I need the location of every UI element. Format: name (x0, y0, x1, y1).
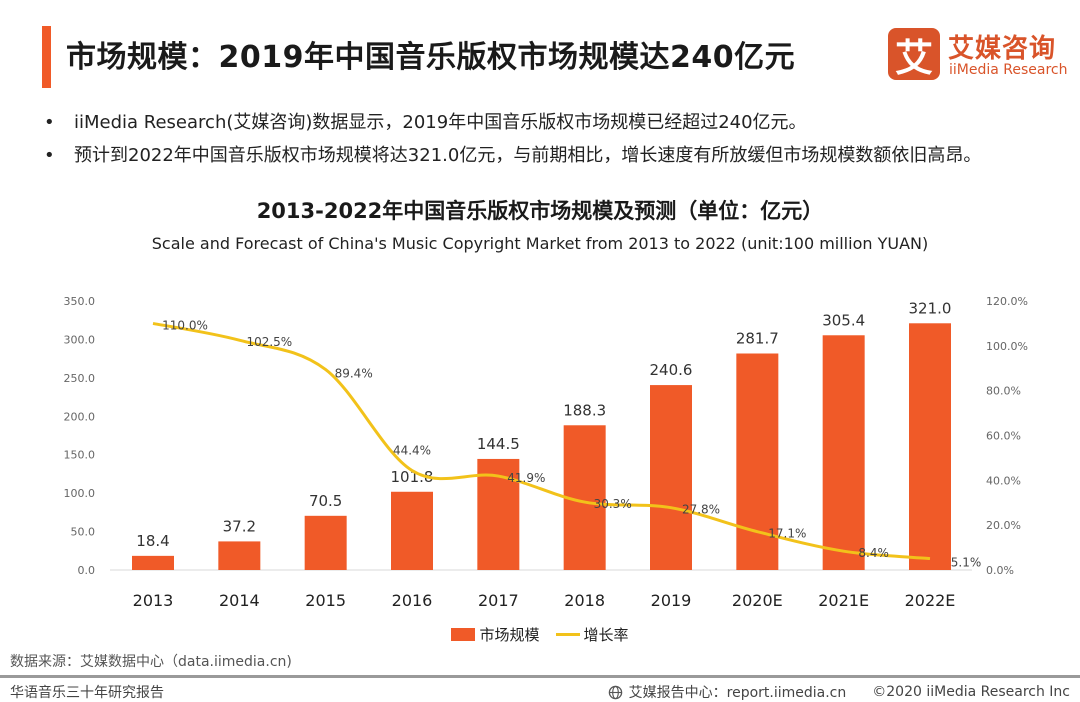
y-left-tick-label: 200.0 (64, 410, 96, 423)
bar-market-size (822, 335, 865, 570)
x-tick-label: 2014 (219, 591, 260, 610)
bar-market-size (650, 385, 692, 570)
market-size-chart: 0.0 50.0 100.0 150.0 200.0 250.0 300.0 350.0 0.0… (64, 295, 1028, 610)
legend-item-growth-rate: 增长率 (555, 624, 629, 645)
bar-market-size (132, 555, 174, 570)
legend-bar-swatch (451, 628, 476, 641)
y-left-tick-label: 250.0 (64, 372, 96, 385)
logo-icon: 艾 (888, 28, 940, 80)
x-tick-label: 2019 (651, 591, 692, 610)
x-tick-label: 2018 (564, 591, 605, 610)
chart-legend: 市场规模 增长率 (0, 624, 1080, 645)
y-left-tick-label: 150.0 (64, 449, 96, 462)
line-data-label: 5.1% (951, 556, 982, 570)
bar-data-label: 70.5 (309, 492, 342, 510)
x-tick-label: 2017 (478, 591, 519, 610)
logo-name-cn: 艾媒咨询 (948, 34, 1057, 64)
bar-data-label: 37.2 (223, 517, 256, 535)
data-source: 数据来源：艾媒数据中心（data.iimedia.cn) (10, 654, 292, 670)
y-right-tick-label: 60.0% (986, 430, 1021, 443)
y-right-tick-label: 120.0% (986, 295, 1028, 308)
bar-market-size (304, 515, 347, 570)
footer-report-center: 艾媒报告中心：report.iimedia.cn (628, 685, 847, 701)
bullet-item: iiMedia Research(艾媒咨询)数据显示，2019年中国音乐版权市场… (44, 106, 1064, 139)
summary-bullets: iiMedia Research(艾媒咨询)数据显示，2019年中国音乐版权市场… (44, 106, 1064, 172)
y-left-tick-label: 50.0 (71, 526, 96, 539)
line-data-label: 102.5% (246, 335, 292, 349)
y-left-tick-label: 0.0 (78, 564, 96, 577)
y-right-tick-label: 0.0% (986, 564, 1014, 577)
line-data-label: 8.4% (858, 546, 889, 560)
x-tick-label: 2015 (305, 591, 346, 610)
footer-divider (0, 675, 1080, 678)
x-tick-label: 2021E (818, 591, 869, 610)
x-tick-label: 2020E (732, 591, 783, 610)
bar-data-label: 101.8 (391, 468, 434, 486)
bar-data-label: 18.4 (136, 532, 169, 550)
line-data-label: 110.0% (162, 318, 208, 332)
footer-report-name: 华语音乐三十年研究报告 (10, 685, 164, 701)
bar-data-label: 305.4 (822, 311, 865, 329)
y-left-tick-label: 100.0 (64, 487, 96, 500)
x-tick-label: 2022E (905, 591, 956, 610)
footer-copyright: ©2020 iiMedia Research Inc (872, 684, 1070, 700)
title-accent-bar (42, 26, 51, 88)
line-data-label: 89.4% (335, 367, 373, 381)
bar-data-label: 240.6 (650, 361, 693, 379)
globe-icon (608, 685, 622, 699)
y-right-tick-label: 100.0% (986, 340, 1028, 353)
bar-data-label: 188.3 (563, 401, 606, 419)
page-title: 市场规模：2019年中国音乐版权市场规模达240亿元 (66, 40, 796, 75)
legend-line-swatch (555, 633, 580, 636)
bar-data-label: 144.5 (477, 435, 520, 453)
y-right-tick-label: 20.0% (986, 519, 1021, 532)
y-right-tick-label: 80.0% (986, 385, 1021, 398)
line-data-label: 30.3% (594, 497, 632, 511)
x-tick-label: 2016 (392, 591, 433, 610)
y-left-tick-label: 300.0 (64, 333, 96, 346)
bar-market-size (391, 491, 433, 570)
bar-market-size (909, 323, 951, 570)
x-tick-label: 2013 (133, 591, 174, 610)
footer-right: 艾媒报告中心：report.iimedia.cn ©2020 iiMedia R… (608, 682, 1070, 702)
line-data-label: 27.8% (682, 503, 720, 517)
chart-title: 2013-2022年中国音乐版权市场规模及预测（单位：亿元） (256, 199, 824, 223)
bullet-item: 预计到2022年中国音乐版权市场规模将达321.0亿元，与前期相比，增长速度有所… (44, 139, 1074, 172)
line-data-label: 41.9% (507, 471, 545, 485)
line-data-label: 44.4% (393, 443, 431, 457)
legend-label: 市场规模 (479, 626, 540, 644)
legend-item-market-size: 市场规模 (451, 624, 540, 645)
iimedia-logo: 艾 艾媒咨询 iiMedia Research (888, 28, 1068, 80)
legend-label: 增长率 (583, 626, 629, 644)
logo-name-en: iiMedia Research (949, 62, 1068, 78)
y-right-tick-label: 40.0% (986, 474, 1021, 487)
bar-data-label: 321.0 (909, 299, 952, 317)
y-left-tick-label: 350.0 (64, 295, 96, 308)
line-data-label: 17.1% (768, 527, 806, 541)
bar-market-size (218, 541, 261, 570)
growth-rate-line (152, 321, 931, 561)
bar-data-label: 281.7 (736, 329, 779, 347)
chart-subtitle: Scale and Forecast of China's Music Copy… (151, 234, 929, 253)
